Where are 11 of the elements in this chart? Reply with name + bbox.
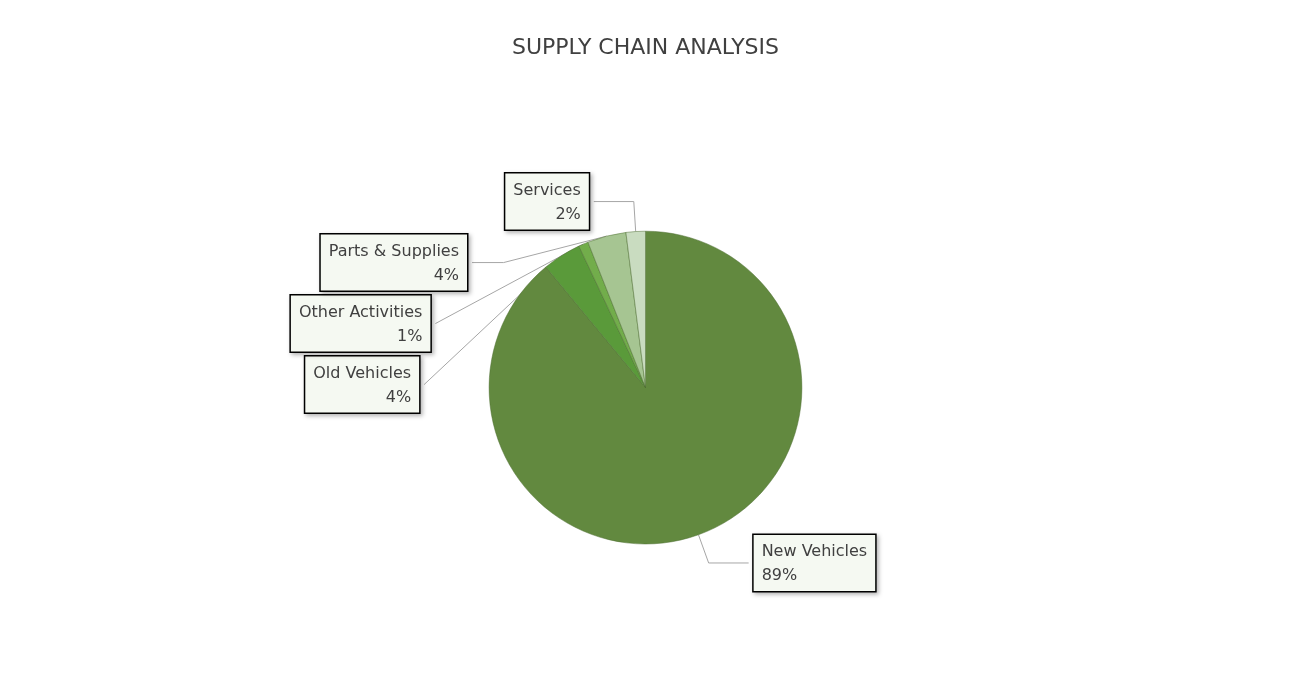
slice-label: Parts & Supplies <box>328 241 460 261</box>
data-label: 2% <box>555 204 581 224</box>
chart-title: SUPPLY CHAIN ANALYSIS <box>511 33 780 59</box>
slice-label: Old Vehicles <box>313 363 412 383</box>
slice-label: Other Activities <box>298 302 423 322</box>
data-label: 89% <box>761 565 798 585</box>
slice-label: Services <box>513 180 581 200</box>
data-label: 4% <box>385 387 412 407</box>
data-label: 4% <box>433 265 460 285</box>
slice-label: New Vehicles <box>761 541 868 561</box>
data-label: 1% <box>397 326 423 346</box>
